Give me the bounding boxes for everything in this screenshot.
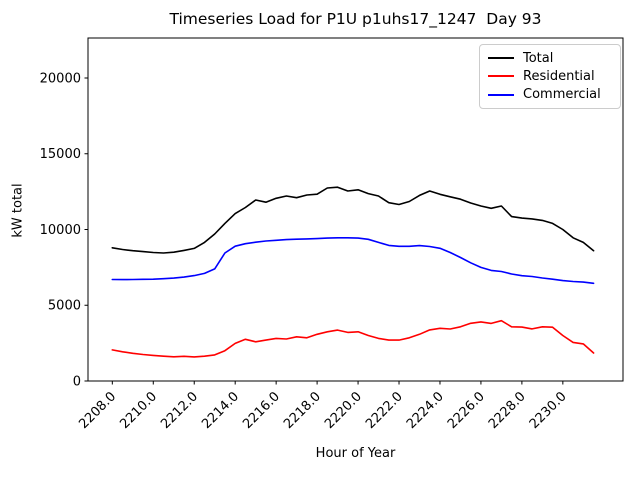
series-line-commercial [111, 237, 595, 285]
x-axis-label: Hour of Year [315, 446, 396, 461]
legend-item-commercial: Commercial [488, 88, 612, 101]
x-tick-label: 2230.0 [527, 389, 570, 432]
x-tick-label: 2214.0 [199, 389, 242, 432]
x-tick-label: 2222.0 [363, 389, 406, 432]
legend-item-total: Total [488, 52, 612, 65]
y-tick-label: 0 [73, 375, 81, 390]
legend-label-commercial: Commercial [523, 87, 601, 103]
x-tick-label: 2210.0 [117, 389, 160, 432]
series-line-total [111, 186, 595, 254]
y-tick-label: 15000 [40, 147, 81, 162]
legend-item-residential: Residential [488, 70, 612, 83]
y-axis-label: kW total [10, 183, 26, 238]
legend-line-swatch-commercial [488, 93, 514, 96]
x-tick-label: 2212.0 [158, 389, 201, 432]
series-line-residential [111, 319, 595, 358]
x-tick-label: 2218.0 [281, 389, 324, 432]
y-tick-label: 20000 [40, 71, 81, 86]
x-tick-label: 2208.0 [76, 389, 119, 432]
y-tick-label: 5000 [48, 299, 81, 314]
y-tick-label: 10000 [40, 223, 81, 238]
chart-title: Timeseries Load for P1U p1uhs17_1247 Day… [169, 10, 542, 28]
axes-box [87, 37, 624, 382]
x-tick-label: 2224.0 [404, 389, 447, 432]
x-tick-label: 2216.0 [240, 389, 283, 432]
x-tick-label: 2228.0 [486, 389, 529, 432]
legend-label-residential: Residential [523, 68, 595, 84]
x-tick-label: 2220.0 [322, 389, 365, 432]
x-tick-label: 2226.0 [445, 389, 488, 432]
legend-label-total: Total [523, 50, 554, 66]
legend-line-swatch-total [488, 57, 514, 60]
legend-line-swatch-residential [488, 75, 514, 78]
legend: Total Residential Commercial [479, 44, 621, 109]
